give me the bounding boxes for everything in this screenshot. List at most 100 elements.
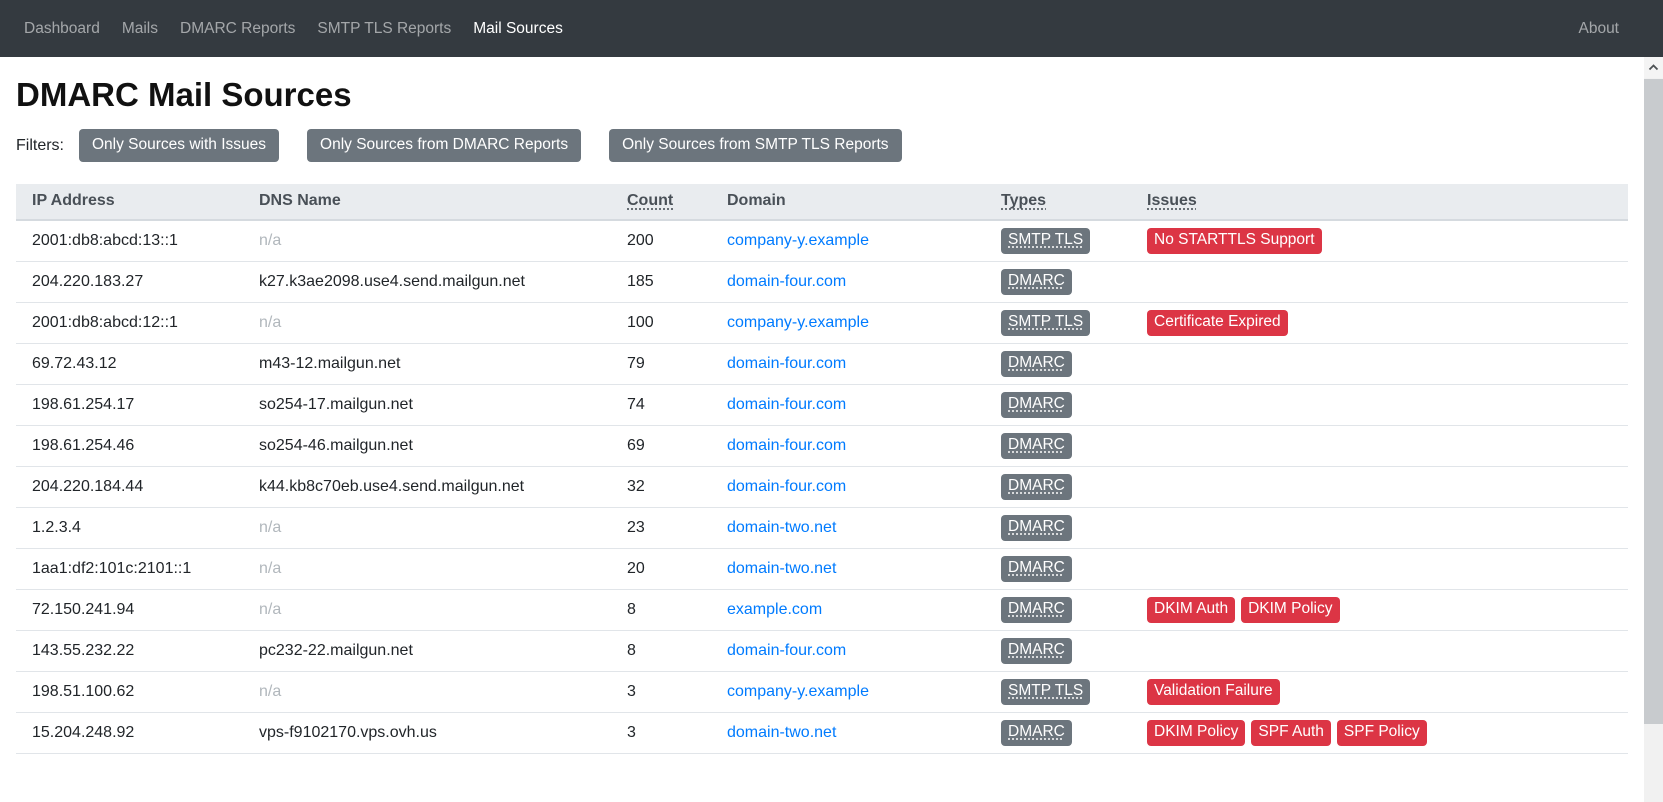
vertical-scrollbar[interactable] bbox=[1644, 57, 1663, 802]
domain-link[interactable]: domain-four.com bbox=[727, 272, 847, 290]
domain-link[interactable]: example.com bbox=[727, 600, 823, 618]
table-row: 1aa1:df2:101c:2101::1 n/a 20 domain-two.net… bbox=[16, 548, 1628, 590]
domain-link[interactable]: domain-two.net bbox=[727, 518, 837, 536]
count-cell: 23 bbox=[611, 507, 711, 549]
count-cell: 3 bbox=[611, 671, 711, 713]
domain-cell: domain-four.com bbox=[711, 466, 985, 508]
ip-address-cell: 198.51.100.62 bbox=[16, 671, 243, 713]
type-badge-label: DMARC bbox=[1008, 558, 1065, 576]
ip-address-cell: 204.220.184.44 bbox=[16, 466, 243, 508]
domain-link[interactable]: company-y.example bbox=[727, 231, 869, 249]
ip-address-cell: 69.72.43.12 bbox=[16, 343, 243, 385]
filter-button-only-sources-with-issues[interactable]: Only Sources with Issues bbox=[79, 129, 280, 162]
issue-badge-dkim-policy: DKIM Policy bbox=[1147, 719, 1246, 746]
issue-badge-spf-auth: SPF Auth bbox=[1251, 719, 1331, 746]
type-badge-label: SMTP TLS bbox=[1008, 312, 1084, 330]
domain-cell: company-y.example bbox=[711, 220, 985, 262]
table-row: 72.150.241.94 n/a 8 example.com DMARC DKIM Au… bbox=[16, 589, 1628, 631]
type-badge-dmarc: DMARC bbox=[1001, 514, 1072, 541]
issue-badge-dkim-policy: DKIM Policy bbox=[1241, 596, 1340, 623]
nav-item-mail-sources[interactable]: Mail Sources bbox=[473, 19, 563, 37]
dns-name-cell: m43-12.mailgun.net bbox=[243, 343, 611, 385]
domain-cell: domain-four.com bbox=[711, 425, 985, 467]
domain-cell: domain-two.net bbox=[711, 712, 985, 754]
types-cell: DMARC bbox=[985, 589, 1131, 631]
column-header-ip-address: IP Address bbox=[16, 184, 243, 221]
ip-address-cell: 143.55.232.22 bbox=[16, 630, 243, 672]
types-cell: DMARC bbox=[985, 384, 1131, 426]
column-header-label: Types bbox=[1001, 192, 1047, 209]
domain-cell: domain-four.com bbox=[711, 630, 985, 672]
issues-cell: DKIM Auth DKIM Policy bbox=[1131, 589, 1628, 631]
types-cell: SMTP TLS bbox=[985, 220, 1131, 262]
scroll-up-button[interactable] bbox=[1644, 57, 1663, 78]
domain-link[interactable]: domain-four.com bbox=[727, 641, 847, 659]
type-badge-label: DMARC bbox=[1008, 640, 1065, 658]
domain-link[interactable]: company-y.example bbox=[727, 682, 869, 700]
domain-link[interactable]: domain-four.com bbox=[727, 395, 847, 413]
types-cell: SMTP TLS bbox=[985, 302, 1131, 344]
type-badge-dmarc: DMARC bbox=[1001, 391, 1072, 418]
column-header-count[interactable]: Count bbox=[611, 184, 711, 221]
count-cell: 74 bbox=[611, 384, 711, 426]
ip-address-cell: 2001:db8:abcd:12::1 bbox=[16, 302, 243, 344]
type-badge-smtp-tls: SMTP TLS bbox=[1001, 309, 1091, 336]
type-badge-dmarc: DMARC bbox=[1001, 432, 1072, 459]
table-row: 198.61.254.46 so254-46.mailgun.net 69 domai… bbox=[16, 425, 1628, 467]
scrollbar-thumb[interactable] bbox=[1644, 79, 1663, 724]
ip-address-cell: 2001:db8:abcd:13::1 bbox=[16, 220, 243, 262]
nav-item-dashboard[interactable]: Dashboard bbox=[24, 19, 100, 37]
issues-cell bbox=[1131, 466, 1628, 508]
table-row: 143.55.232.22 pc232-22.mailgun.net 8 domain… bbox=[16, 630, 1628, 672]
filter-button-only-sources-from-dmarc-reports[interactable]: Only Sources from DMARC Reports bbox=[307, 129, 582, 162]
issues-cell: No STARTTLS Support bbox=[1131, 220, 1628, 262]
issues-cell: Validation Failure bbox=[1131, 671, 1628, 713]
nav-item-about[interactable]: About bbox=[1578, 19, 1619, 37]
domain-link[interactable]: domain-four.com bbox=[727, 436, 847, 454]
count-cell: 8 bbox=[611, 589, 711, 631]
domain-cell: example.com bbox=[711, 589, 985, 631]
domain-link[interactable]: domain-four.com bbox=[727, 354, 847, 372]
column-header-label: DNS Name bbox=[259, 192, 341, 209]
type-badge-dmarc: DMARC bbox=[1001, 268, 1072, 295]
column-header-types[interactable]: Types bbox=[985, 184, 1131, 221]
type-badge-dmarc: DMARC bbox=[1001, 719, 1072, 746]
dns-name-cell: so254-46.mailgun.net bbox=[243, 425, 611, 467]
domain-link[interactable]: domain-two.net bbox=[727, 723, 837, 741]
type-badge-label: DMARC bbox=[1008, 271, 1065, 289]
issues-cell: Certificate Expired bbox=[1131, 302, 1628, 344]
domain-cell: company-y.example bbox=[711, 302, 985, 344]
dns-name-cell: so254-17.mailgun.net bbox=[243, 384, 611, 426]
column-header-domain: Domain bbox=[711, 184, 985, 221]
domain-link[interactable]: domain-two.net bbox=[727, 559, 837, 577]
count-cell: 20 bbox=[611, 548, 711, 590]
ip-address-cell: 198.61.254.46 bbox=[16, 425, 243, 467]
dns-name-cell: n/a bbox=[243, 589, 611, 631]
column-header-label: Domain bbox=[727, 192, 786, 209]
column-header-issues[interactable]: Issues bbox=[1131, 184, 1628, 221]
domain-cell: domain-four.com bbox=[711, 343, 985, 385]
type-badge-dmarc: DMARC bbox=[1001, 473, 1072, 500]
count-cell: 69 bbox=[611, 425, 711, 467]
domain-link[interactable]: domain-four.com bbox=[727, 477, 847, 495]
ip-address-cell: 72.150.241.94 bbox=[16, 589, 243, 631]
nav-item-mails[interactable]: Mails bbox=[121, 19, 158, 37]
table-row: 2001:db8:abcd:12::1 n/a 100 company-y.examp… bbox=[16, 302, 1628, 344]
table-row: 15.204.248.92 vps-f9102170.vps.ovh.us 3 dom… bbox=[16, 712, 1628, 754]
type-badge-label: DMARC bbox=[1008, 394, 1065, 412]
domain-link[interactable]: company-y.example bbox=[727, 313, 869, 331]
nav-item-smtp-tls-reports[interactable]: SMTP TLS Reports bbox=[317, 19, 452, 37]
type-badge-label: DMARC bbox=[1008, 435, 1065, 453]
navbar-right-items: About bbox=[1567, 20, 1630, 38]
issues-cell bbox=[1131, 548, 1628, 590]
filters-label: Filters: bbox=[16, 136, 64, 154]
type-badge-label: DMARC bbox=[1008, 722, 1065, 740]
filter-button-only-sources-from-smtp-tls-reports[interactable]: Only Sources from SMTP TLS Reports bbox=[609, 129, 902, 162]
type-badge-smtp-tls: SMTP TLS bbox=[1001, 678, 1091, 705]
table-row: 204.220.184.44 k44.kb8c70eb.use4.send.mai… bbox=[16, 466, 1628, 508]
count-cell: 200 bbox=[611, 220, 711, 262]
dns-name-cell: n/a bbox=[243, 302, 611, 344]
count-cell: 8 bbox=[611, 630, 711, 672]
navbar-left-items: Dashboard Mails DMARC Reports SMTP TLS Repo… bbox=[13, 20, 574, 38]
nav-item-dmarc-reports[interactable]: DMARC Reports bbox=[180, 19, 296, 37]
